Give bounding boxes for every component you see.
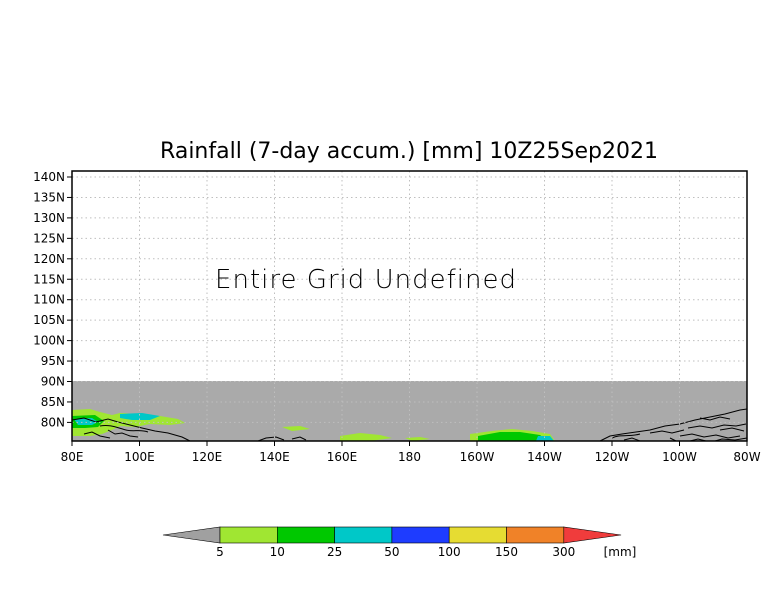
colorbar-label: 50 xyxy=(384,545,399,559)
rain-patch-small xyxy=(282,426,310,431)
lat-tick-label: 110N xyxy=(33,293,65,307)
map-title: Rainfall (7-day accum.) [mm] 10Z25Sep202… xyxy=(160,139,658,164)
plot-area: Entire Grid Undefined xyxy=(71,170,748,442)
rainfall-patches xyxy=(72,409,555,441)
colorbar-label: 300 xyxy=(552,545,575,559)
lat-tick-label: 135N xyxy=(33,190,65,204)
rain-patch-east-siberia xyxy=(120,413,160,420)
colorbar: 5 10 25 50 100 150 300 [mm] xyxy=(162,526,637,559)
lat-tick-label: 95N xyxy=(41,354,65,368)
lat-tick-label: 100N xyxy=(33,334,65,348)
lon-tick-label: 80E xyxy=(61,450,84,464)
colorbar-over-triangle xyxy=(563,526,622,544)
colorbar-segment xyxy=(219,526,278,544)
lat-tick-label: 130N xyxy=(33,211,65,225)
latitude-axis: 140N 135N 130N 125N 120N 115N 110N 105N 100N 95N 9… xyxy=(33,170,72,429)
rain-patch-small-2 xyxy=(405,437,430,441)
grid-lines xyxy=(72,171,747,441)
colorbar-segment xyxy=(334,526,393,544)
lon-tick-label: 140W xyxy=(527,450,562,464)
colorbar-segment xyxy=(448,526,507,544)
rain-patch-alaska-moderate xyxy=(478,432,548,441)
colorbar-segment xyxy=(276,526,335,544)
rain-patch-alaska-heavy xyxy=(536,436,554,441)
lat-tick-label: 120N xyxy=(33,252,65,266)
lon-tick-label: 180 xyxy=(398,450,421,464)
lon-tick-label: 80W xyxy=(733,450,760,464)
colorbar-under-triangle xyxy=(162,526,221,544)
colorbar-label: 25 xyxy=(327,545,342,559)
lon-tick-label: 140E xyxy=(259,450,290,464)
colorbar-label: 5 xyxy=(216,545,224,559)
lon-tick-label: 120W xyxy=(595,450,630,464)
lon-tick-label: 160W xyxy=(460,450,495,464)
undefined-grid-message: Entire Grid Undefined xyxy=(215,265,517,295)
lat-tick-label: 105N xyxy=(33,313,65,327)
lat-tick-label: 85N xyxy=(41,395,65,409)
lon-tick-label: 120E xyxy=(192,450,223,464)
lat-tick-label: 80N xyxy=(41,415,65,429)
colorbar-label: 100 xyxy=(438,545,461,559)
colorbar-unit: [mm] xyxy=(604,545,637,559)
coastlines xyxy=(71,408,748,442)
colorbar-segment xyxy=(391,526,450,544)
rain-patch-west-heavy xyxy=(74,418,98,425)
lon-tick-label: 160E xyxy=(327,450,358,464)
lon-tick-label: 100W xyxy=(662,450,697,464)
lat-tick-label: 115N xyxy=(33,272,65,286)
lat-tick-label: 125N xyxy=(33,231,65,245)
longitude-axis: 80E 100E 120E 140E 160E 180 160W 140W 120W 100W 80… xyxy=(61,441,761,464)
colorbar-label: 150 xyxy=(495,545,518,559)
colorbar-segment xyxy=(506,526,565,544)
lon-tick-label: 100E xyxy=(124,450,155,464)
colorbar-label: 10 xyxy=(270,545,285,559)
rain-patch-dateline xyxy=(340,433,392,441)
lat-tick-label: 140N xyxy=(33,170,65,184)
lat-tick-label: 90N xyxy=(41,375,65,389)
